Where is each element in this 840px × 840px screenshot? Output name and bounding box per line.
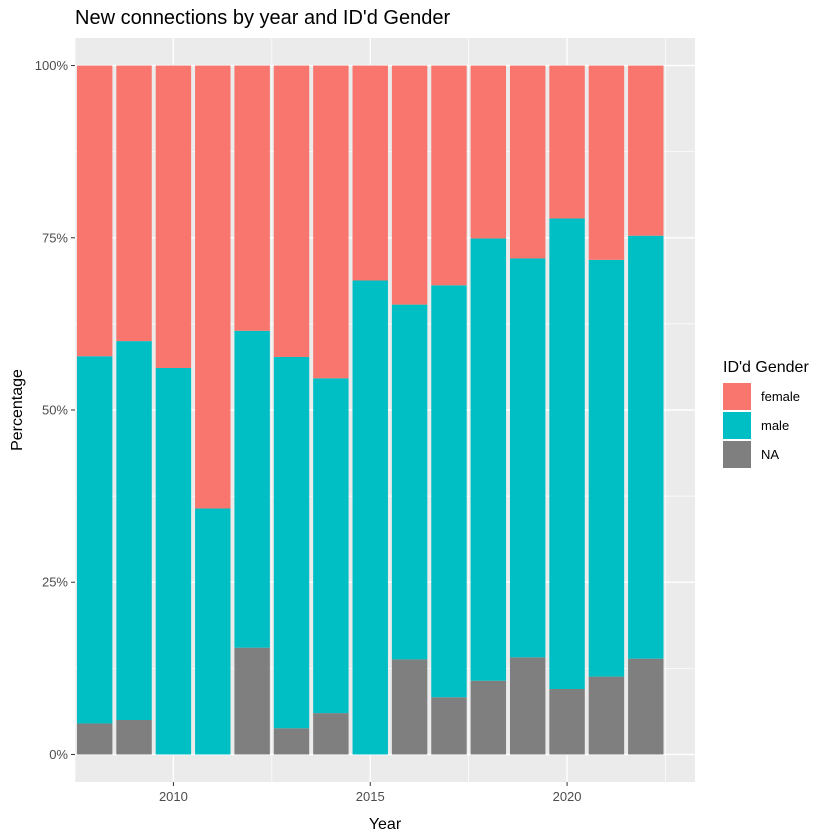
- legend-label-male: male: [761, 418, 789, 433]
- bar-na-2021: [588, 676, 625, 755]
- bar-na-2014: [313, 713, 349, 755]
- legend-key-na: [723, 441, 751, 468]
- chart-title: New connections by year and ID'd Gender: [75, 7, 450, 29]
- y-tick-label: 25%: [42, 575, 68, 590]
- bar-male-2013: [273, 356, 310, 729]
- bar-female-2020: [549, 65, 585, 219]
- bar-male-2014: [313, 378, 349, 714]
- legend-label-na: NA: [761, 447, 779, 462]
- y-tick-label: 75%: [42, 230, 68, 245]
- bar-female-2008: [76, 65, 113, 357]
- bar-male-2015: [352, 280, 388, 755]
- x-tick-label: 2015: [356, 789, 385, 804]
- bar-male-2016: [391, 304, 428, 660]
- bar-na-2022: [628, 658, 664, 755]
- bar-female-2018: [470, 65, 507, 239]
- bars: [76, 65, 664, 755]
- bar-female-2017: [431, 65, 467, 286]
- bar-na-2012: [234, 647, 270, 755]
- bar-female-2022: [628, 65, 664, 236]
- bar-female-2019: [509, 65, 546, 259]
- legend-key-female: [723, 383, 751, 410]
- bar-male-2022: [628, 235, 664, 659]
- legend: ID'd Gender female male NA: [723, 359, 809, 468]
- bar-male-2009: [116, 341, 152, 720]
- bar-na-2008: [76, 723, 113, 755]
- bar-male-2019: [509, 258, 546, 658]
- bar-female-2011: [195, 65, 231, 509]
- bar-female-2016: [391, 65, 428, 305]
- bar-na-2019: [509, 657, 546, 755]
- bar-female-2021: [588, 65, 625, 260]
- bar-female-2015: [352, 65, 388, 281]
- bar-female-2014: [313, 65, 349, 379]
- legend-key-male: [723, 412, 751, 439]
- y-axis-title: Percentage: [9, 369, 26, 451]
- bar-male-2011: [195, 508, 231, 755]
- bar-male-2010: [155, 367, 192, 755]
- bar-female-2009: [116, 65, 152, 342]
- legend-title: ID'd Gender: [723, 359, 809, 376]
- x-tick-label: 2010: [159, 789, 188, 804]
- x-axis-title: Year: [369, 816, 402, 833]
- bar-female-2012: [234, 65, 270, 331]
- x-axis: 2010 2015 2020: [159, 782, 582, 804]
- bar-male-2012: [234, 330, 270, 648]
- y-tick-label: 50%: [42, 403, 68, 418]
- y-tick-label: 100%: [35, 58, 69, 73]
- bar-male-2008: [76, 356, 113, 724]
- x-tick-label: 2020: [553, 789, 582, 804]
- bar-male-2017: [431, 285, 467, 698]
- bar-na-2018: [470, 680, 507, 755]
- bar-na-2017: [431, 697, 467, 755]
- bar-male-2020: [549, 218, 585, 689]
- bar-na-2016: [391, 659, 428, 755]
- bar-na-2020: [549, 689, 585, 755]
- y-tick-label: 0%: [49, 747, 68, 762]
- bar-female-2010: [155, 65, 192, 368]
- legend-label-female: female: [761, 389, 800, 404]
- y-axis: 0% 25% 50% 75% 100%: [35, 58, 75, 762]
- bar-na-2013: [273, 728, 310, 755]
- bar-male-2021: [588, 259, 625, 677]
- bar-male-2018: [470, 238, 507, 681]
- bar-female-2013: [273, 65, 310, 357]
- bar-na-2009: [116, 720, 152, 755]
